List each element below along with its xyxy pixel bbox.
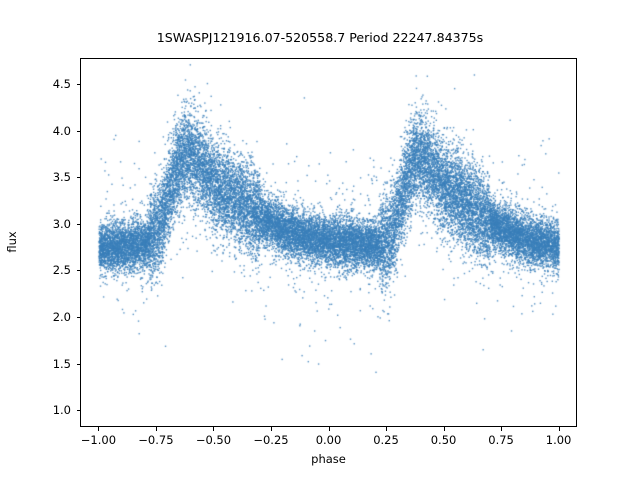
y-tick-label: 2.5	[52, 263, 71, 278]
x-tick-label: −0.75	[138, 433, 174, 447]
x-tick-label: −0.50	[195, 433, 232, 447]
x-tick-mark	[213, 427, 215, 431]
y-tick-mark	[76, 223, 80, 225]
x-tick-mark	[98, 427, 100, 431]
y-tick-label: 4.0	[52, 123, 71, 138]
y-tick-label: 2.0	[52, 310, 71, 325]
page-title: 1SWASPJ121916.07-520558.7 Period 22247.8…	[156, 30, 484, 45]
y-tick-mark	[76, 84, 80, 86]
y-tick-mark	[76, 410, 80, 412]
x-axis-label: phase	[311, 452, 346, 466]
y-tick-mark	[76, 177, 80, 179]
x-tick-mark	[270, 427, 272, 431]
x-tick-mark	[386, 427, 388, 431]
y-tick-mark	[76, 317, 80, 319]
x-tick-label: 0.50	[430, 433, 457, 447]
y-tick-label: 1.0	[52, 403, 71, 418]
x-tick-label: 0.25	[373, 433, 399, 447]
y-tick-label: 4.5	[52, 77, 71, 92]
y-axis-label: flux	[5, 231, 19, 253]
y-tick-mark	[76, 363, 80, 365]
scatter-plot-area	[81, 59, 576, 426]
y-tick-mark	[76, 130, 80, 132]
x-tick-label: 0.75	[488, 433, 514, 447]
y-tick-label: 3.0	[52, 216, 71, 231]
x-tick-label: 0.00	[315, 433, 342, 447]
x-tick-mark	[558, 427, 560, 431]
y-tick-label: 1.5	[52, 356, 71, 371]
x-tick-label: 1.00	[545, 433, 572, 447]
x-tick-mark	[328, 427, 330, 431]
y-tick-mark	[76, 270, 80, 272]
x-tick-label: −0.25	[253, 433, 289, 447]
y-tick-label: 3.5	[52, 170, 71, 185]
x-tick-label: −1.00	[80, 433, 117, 447]
x-tick-mark	[443, 427, 445, 431]
x-tick-mark	[501, 427, 503, 431]
x-tick-mark	[155, 427, 157, 431]
